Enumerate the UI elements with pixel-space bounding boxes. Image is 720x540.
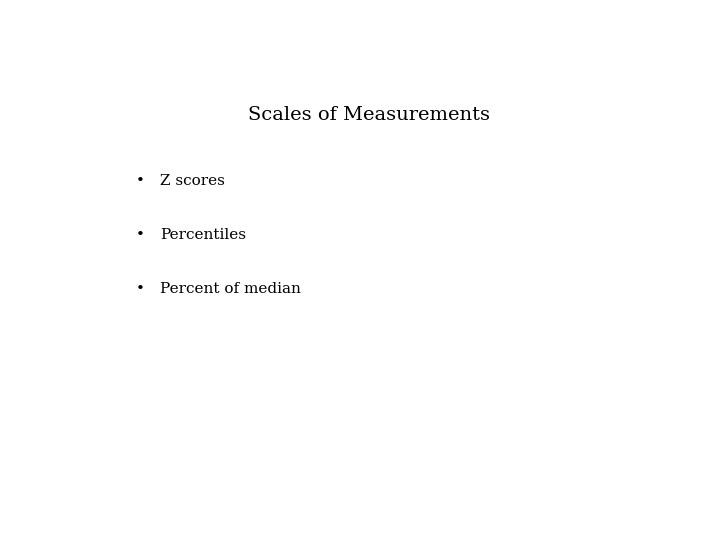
Text: Scales of Measurements: Scales of Measurements <box>248 106 490 124</box>
Text: •: • <box>136 282 145 296</box>
Text: Percent of median: Percent of median <box>160 282 301 296</box>
Text: Percentiles: Percentiles <box>160 228 246 242</box>
Text: Z scores: Z scores <box>160 174 225 188</box>
Text: •: • <box>136 174 145 188</box>
Text: •: • <box>136 228 145 242</box>
